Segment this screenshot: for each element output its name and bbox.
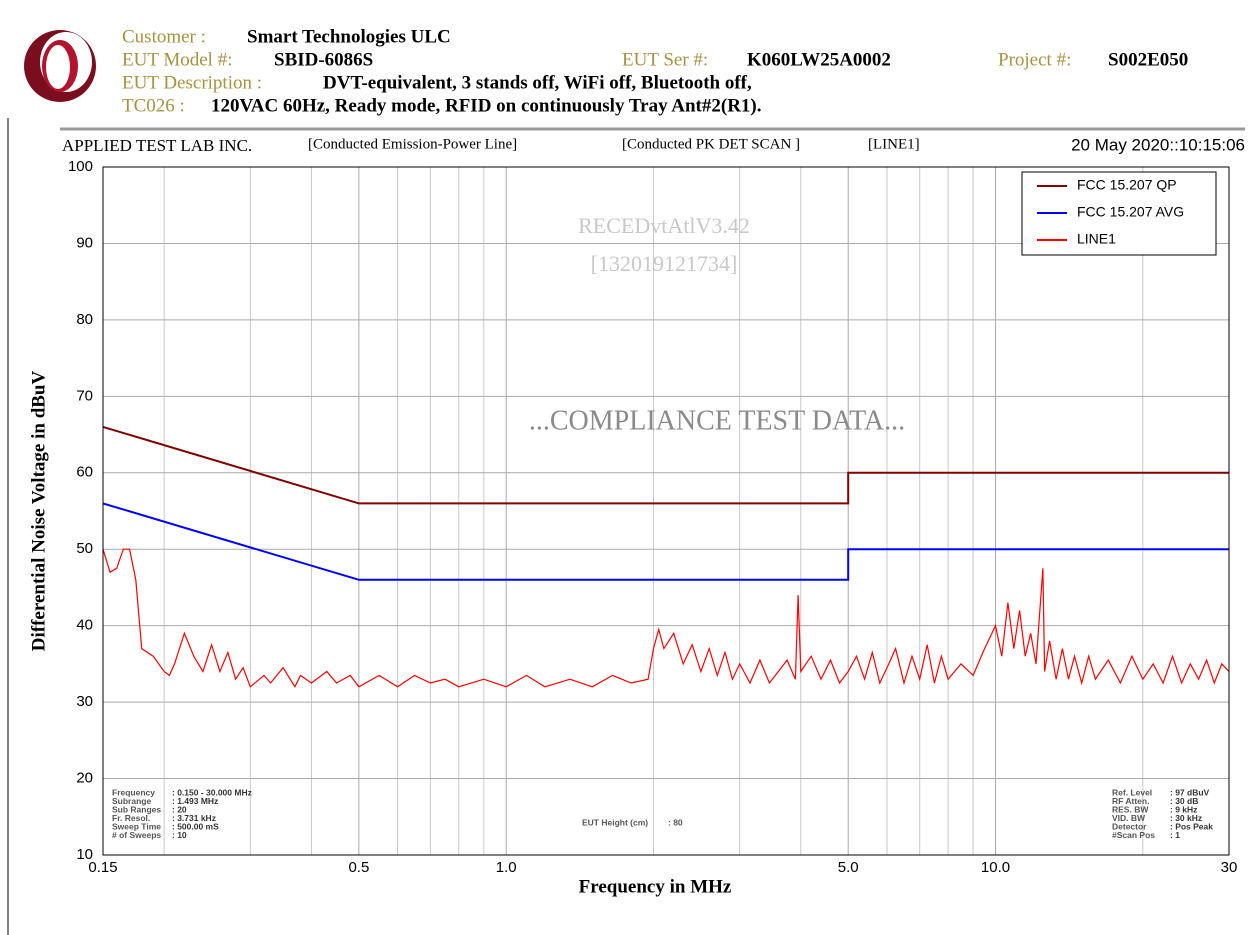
tc: 120VAC 60Hz, Ready mode, RFID on continu… [211, 95, 762, 116]
series-line [102, 548, 1230, 689]
customer: Smart Technologies ULC [247, 26, 451, 47]
info-value: : 1.493 MHz [172, 796, 218, 806]
y-tick-label: 30 [76, 693, 93, 710]
info-label: Sweep Time [112, 821, 161, 831]
description-label: EUT Description : [122, 72, 262, 93]
info-value: : 9 kHz [1170, 804, 1197, 814]
x-tick-label: 5.0 [838, 859, 859, 876]
y-tick-label: 90 [76, 234, 93, 251]
info-value: : 20 [172, 804, 187, 814]
info-label: #Scan Pos [1112, 830, 1155, 840]
info-value: : Pos Peak [1170, 821, 1213, 831]
y-tick-label: 100 [68, 158, 93, 175]
series-line [102, 502, 1229, 581]
info-label: Subrange [112, 796, 151, 806]
stamp: ...COMPLIANCE TEST DATA... [529, 405, 905, 436]
model: SBID-6086S [274, 49, 373, 70]
tc-label: TC026 : [122, 95, 185, 116]
info-value: : 1 [1170, 830, 1180, 840]
project-label: Project #: [998, 49, 1071, 70]
y-tick-label: 80 [76, 311, 93, 328]
description: DVT-equivalent, 3 stands off, WiFi off, … [323, 72, 752, 93]
info-label: # of Sweeps [112, 830, 161, 840]
y-tick-label: 50 [76, 540, 93, 557]
x-tick-label: 0.15 [88, 859, 117, 876]
legend-label: FCC 15.207 QP [1077, 177, 1177, 193]
serial: K060LW25A0002 [747, 49, 891, 70]
info-value: : 500.00 mS [172, 821, 219, 831]
plot-frame [102, 166, 1230, 856]
y-tick-label: 40 [76, 617, 93, 634]
x-tick-label: 1.0 [496, 859, 517, 876]
legend-label: LINE1 [1077, 231, 1116, 247]
watermark: RECEDvtAtlV3.42 [578, 213, 750, 238]
model-label: EUT Model #: [122, 49, 232, 70]
info-value: : 30 dB [1170, 796, 1198, 806]
logo [24, 30, 96, 102]
y-tick-label: 10 [76, 846, 93, 863]
series-line [102, 425, 1229, 505]
info-value: : 3.731 kHz [172, 813, 216, 823]
customer-label: Customer : [122, 26, 206, 47]
info-value: : 30 kHz [1170, 813, 1202, 823]
info-label: Frequency [112, 787, 155, 797]
y-tick-label: 60 [76, 464, 93, 481]
y-tick-label: 70 [76, 387, 93, 404]
x-tick-label: 30 [1221, 859, 1238, 876]
plot-area [103, 167, 1229, 855]
project: S002E050 [1108, 49, 1188, 70]
info-label: RES. BW [1112, 804, 1149, 814]
serial-label: EUT Ser #: [622, 49, 708, 70]
test-type: [Conducted Emission-Power Line] [308, 136, 517, 152]
y-axis-title: Differential Noise Voltage in dBuV [28, 371, 49, 652]
info-label: Detector [1112, 821, 1147, 831]
info-label: Sub Ranges [112, 804, 161, 814]
info-label: EUT Height (cm) [582, 817, 648, 827]
info-label: Fr. Resol. [112, 813, 150, 823]
y-tick-label: 20 [76, 770, 93, 787]
line-name: [LINE1] [868, 136, 920, 152]
info-value: : 10 [172, 830, 187, 840]
lab: APPLIED TEST LAB INC. [62, 136, 252, 155]
date: 20 May 2020::10:15:06 [1071, 135, 1245, 154]
legend-label: FCC 15.207 AVG [1077, 204, 1184, 220]
info-value: : 80 [668, 817, 683, 827]
info-label: RF Atten. [1112, 796, 1149, 806]
scan-type: [Conducted PK DET SCAN ] [622, 136, 800, 152]
info-value: : 0.150 - 30.000 MHz [172, 787, 252, 797]
info-value: : 97 dBuV [1170, 787, 1210, 797]
watermark: [132019121734] [591, 251, 738, 276]
x-tick-label: 10.0 [981, 859, 1010, 876]
x-tick-label: 0.5 [348, 859, 369, 876]
x-axis-title: Frequency in MHz [579, 876, 732, 897]
info-label: VID. BW [1112, 813, 1146, 823]
info-label: Ref. Level [1112, 787, 1152, 797]
